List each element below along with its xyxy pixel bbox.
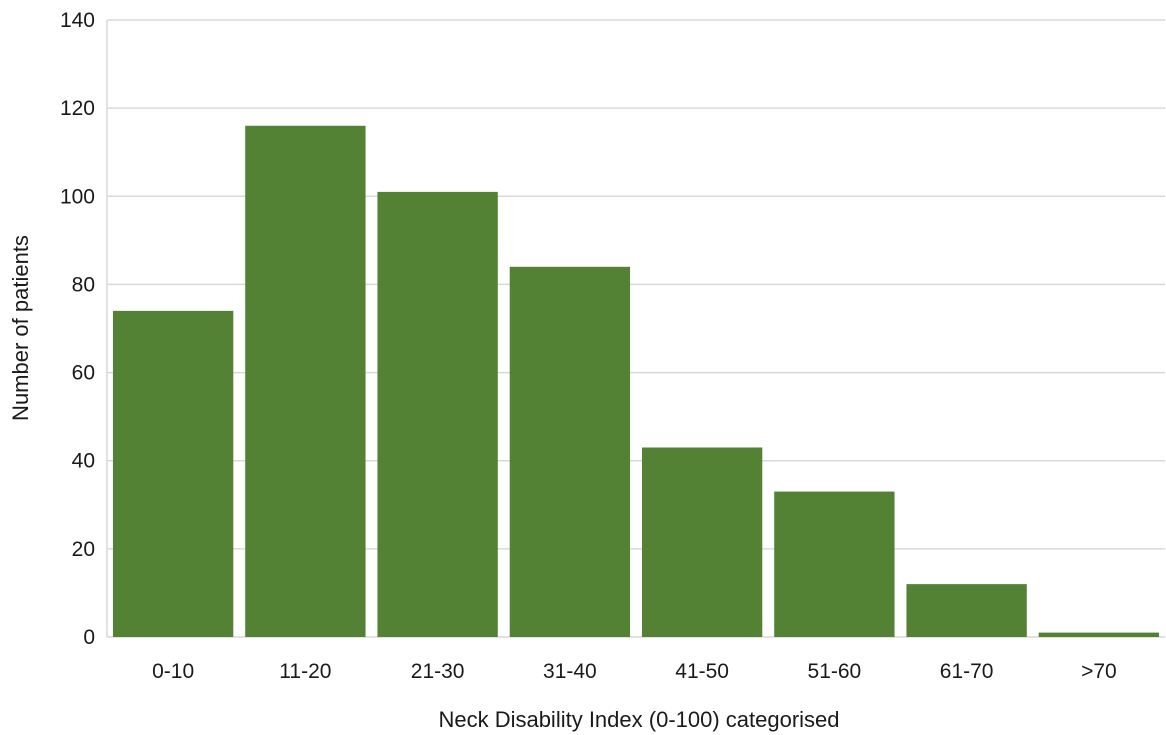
bar — [377, 191, 498, 637]
x-tick-label: 61-70 — [940, 660, 994, 683]
bar — [774, 491, 895, 637]
y-tick-label: 100 — [60, 185, 95, 208]
y-axis-ticks: 0 20 40 60 80 100 120 140 — [60, 9, 95, 649]
y-tick-label: 120 — [60, 97, 95, 120]
y-tick-label: 40 — [72, 450, 95, 473]
y-tick-label: 140 — [60, 9, 95, 32]
x-tick-label: 31-40 — [543, 660, 597, 683]
y-tick-label: 20 — [72, 538, 95, 561]
y-tick-label: 60 — [72, 362, 95, 385]
bar — [906, 584, 1027, 637]
bar — [112, 310, 234, 637]
x-tick-label: 0-10 — [152, 660, 194, 683]
bar — [1038, 632, 1160, 637]
x-tick-label: 41-50 — [675, 660, 729, 683]
x-axis-title: Neck Disability Index (0-100) categorise… — [438, 707, 839, 732]
y-tick-label: 80 — [72, 273, 95, 296]
bar — [509, 266, 631, 637]
x-tick-label: 21-30 — [411, 660, 465, 683]
x-axis-ticks: 0-10 11-20 21-30 31-40 41-50 51-60 61-70 >70 — [152, 660, 1117, 683]
bar — [641, 447, 763, 637]
x-tick-label: 51-60 — [808, 660, 862, 683]
bars — [112, 125, 1160, 638]
bar — [245, 125, 366, 638]
y-axis-title: Number of patients — [8, 235, 33, 421]
x-tick-label: 11-20 — [279, 660, 331, 683]
x-tick-label: >70 — [1081, 660, 1117, 683]
y-tick-label: 0 — [83, 626, 95, 649]
